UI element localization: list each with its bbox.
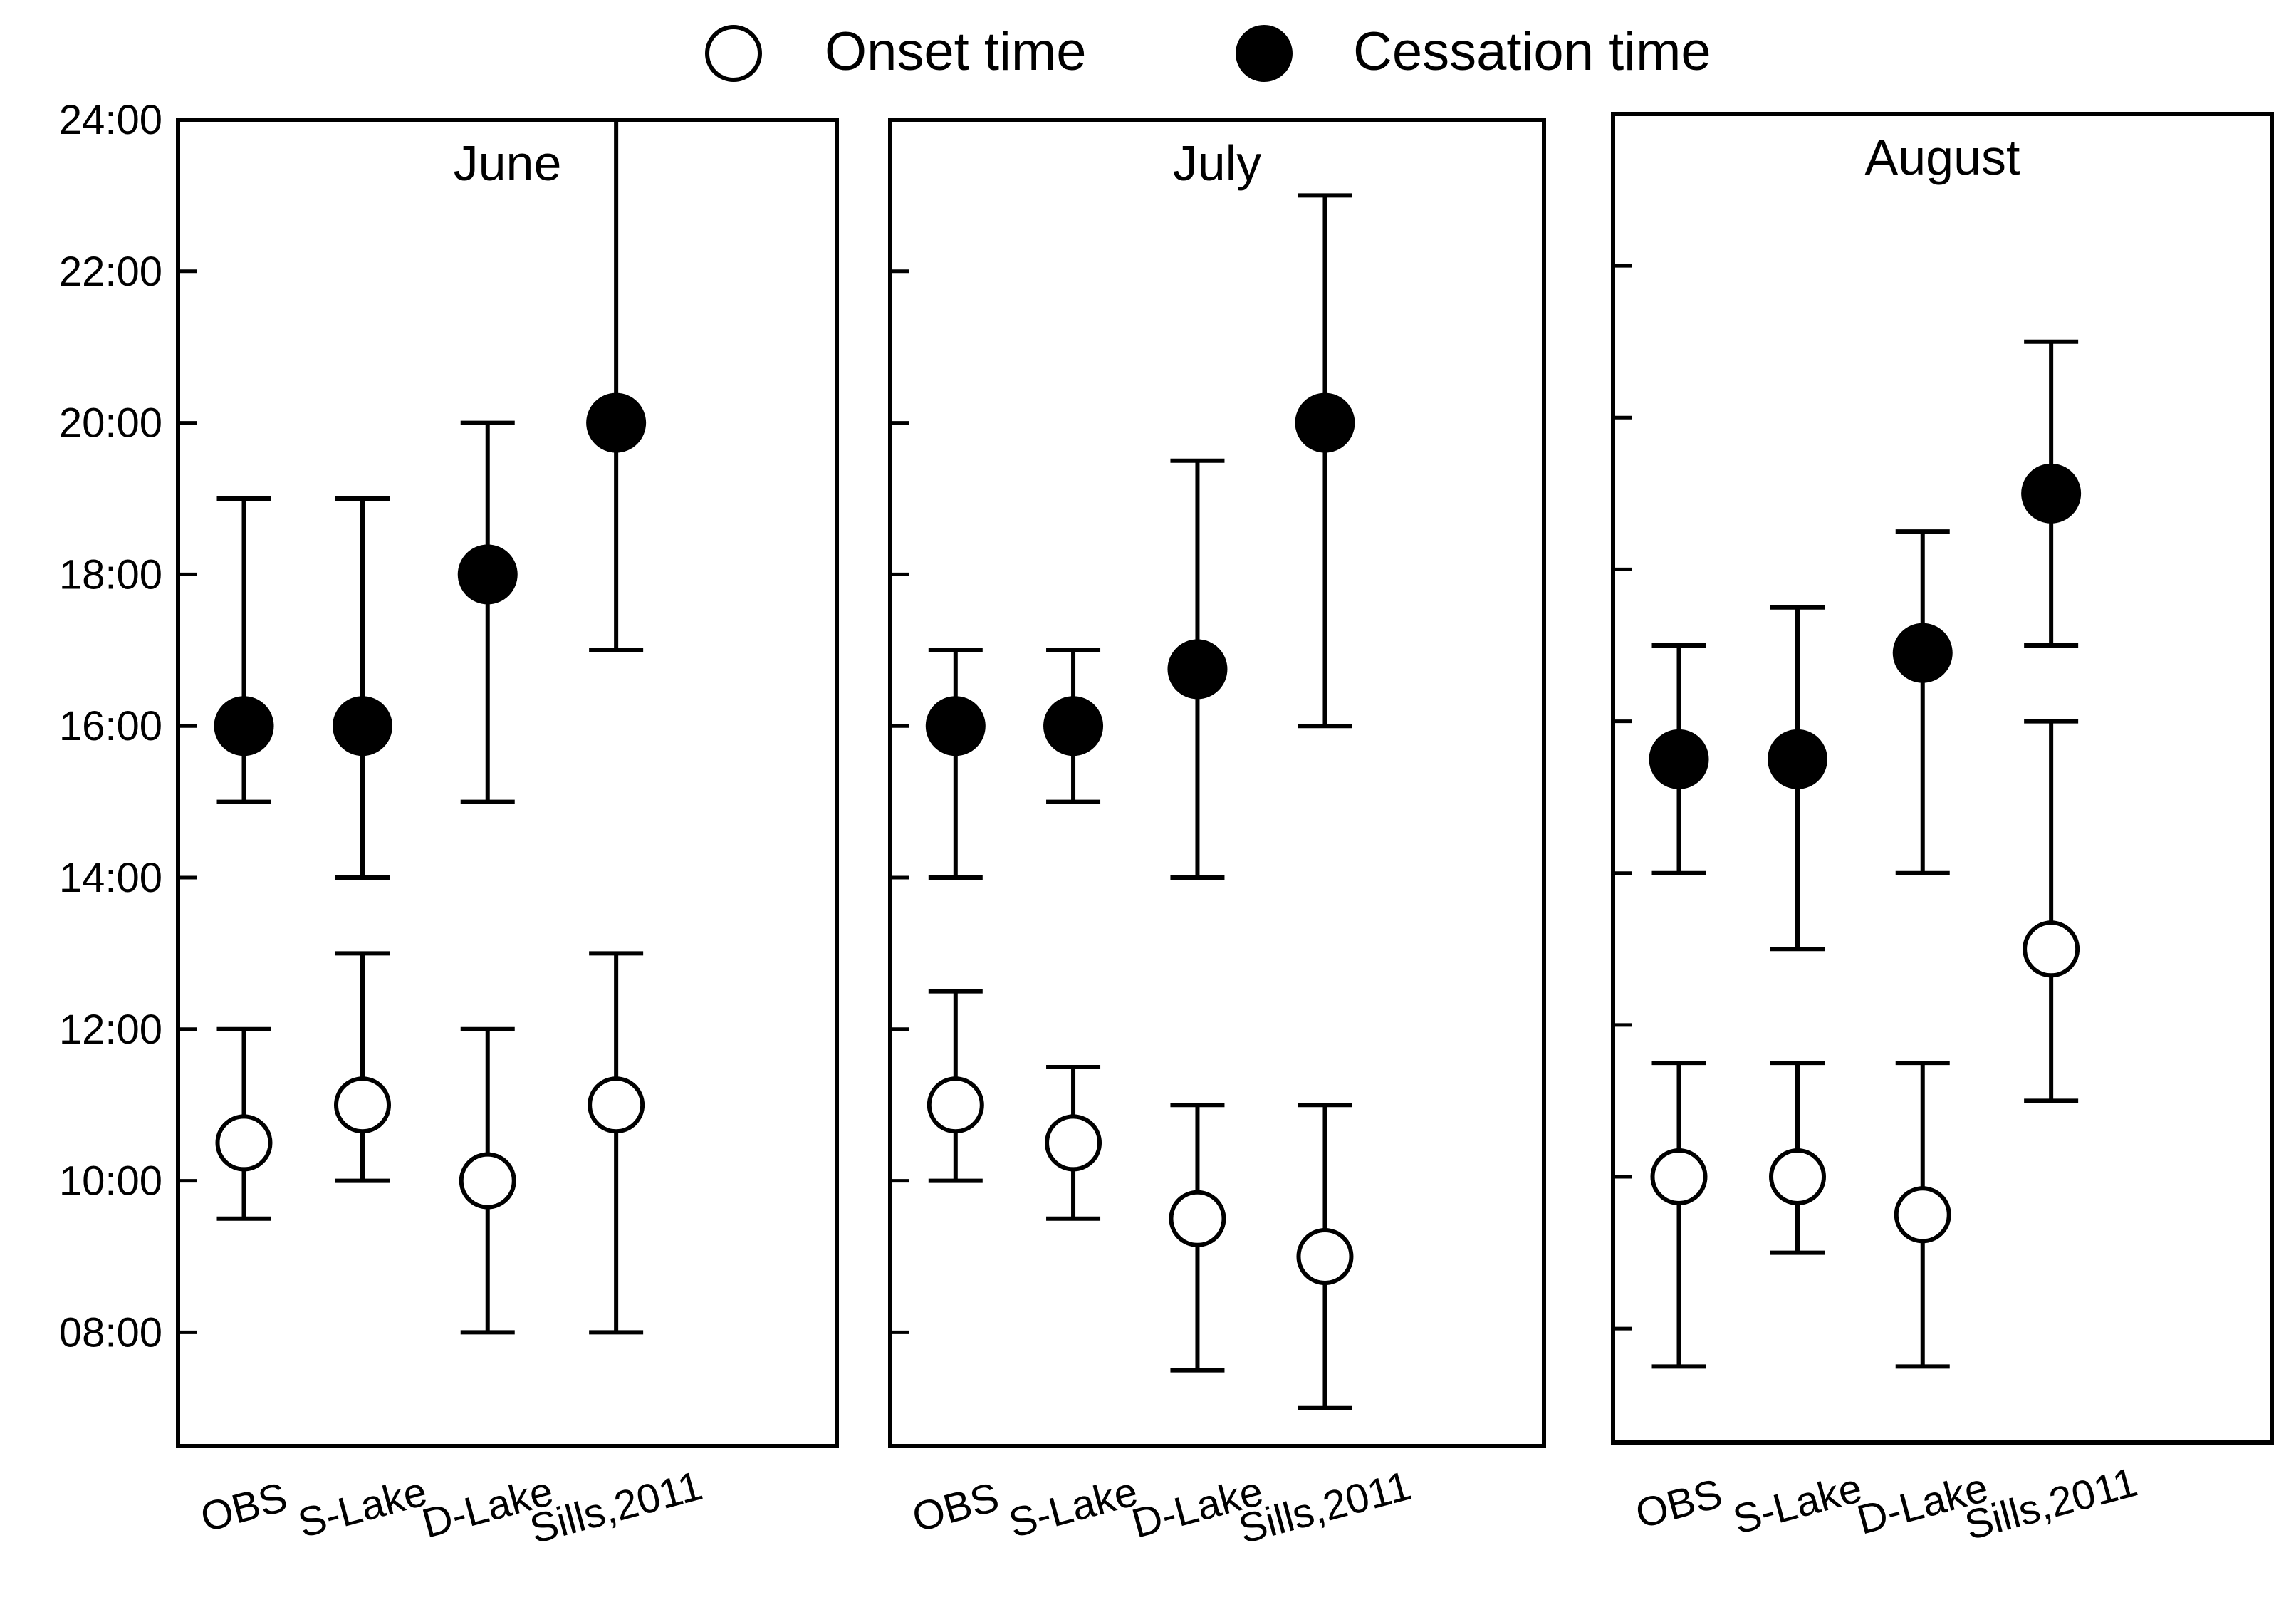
- category-label: OBS: [907, 1474, 1003, 1541]
- onset-point-group: [334, 951, 391, 1183]
- cessation-point: [1295, 392, 1355, 453]
- cessation-point-group: [333, 496, 392, 880]
- panels: June 08:00 10:00 12:00 14:00 16:00 18:00 20:00 2…: [59, 97, 2274, 1553]
- panel-june: June 08:00 10:00 12:00 14:00 16:00 18:00 20:00 2…: [59, 97, 839, 1553]
- category-label: S-Lake: [1004, 1468, 1142, 1546]
- onset-point: [215, 1114, 273, 1172]
- panel-frame: [888, 118, 1546, 1448]
- cessation-point-group: [2021, 339, 2082, 648]
- y-tick-label: 18:00: [59, 551, 162, 598]
- cessation-point-group: [214, 496, 274, 804]
- onset-point-group: [2023, 719, 2080, 1103]
- y-tick-label: 14:00: [59, 855, 162, 901]
- onset-point-group: [1894, 1061, 1951, 1369]
- legend-onset-label: Onset time: [825, 21, 1086, 82]
- onset-point-group: [588, 951, 645, 1335]
- onset-point: [459, 1152, 516, 1210]
- cessation-point-group: [1167, 458, 1228, 880]
- cessation-point-group: [925, 648, 986, 880]
- onset-point: [588, 1076, 645, 1134]
- onset-point-group: [927, 989, 984, 1183]
- cessation-point: [1892, 623, 1953, 683]
- category-label: OBS: [1631, 1470, 1727, 1537]
- onset-point-group: [1769, 1061, 1826, 1255]
- onset-point-group: [1169, 1103, 1226, 1373]
- cessation-point: [2021, 463, 2082, 524]
- panel-frame: [1611, 112, 2274, 1445]
- y-tick-label: 24:00: [59, 97, 162, 143]
- cessation-point: [214, 696, 274, 756]
- onset-point: [1169, 1190, 1226, 1247]
- legend-onset-marker: [705, 25, 762, 82]
- y-tick-label: 20:00: [59, 400, 162, 447]
- onset-point: [1045, 1114, 1102, 1172]
- panel-frame: [176, 118, 839, 1448]
- onset-point: [1894, 1186, 1951, 1244]
- cessation-point: [1043, 696, 1104, 756]
- onset-point: [1296, 1228, 1354, 1285]
- cessation-point: [925, 696, 986, 756]
- cessation-point: [457, 544, 518, 605]
- cessation-point-group: [1892, 529, 1953, 875]
- cessation-point-group: [1043, 648, 1104, 804]
- cessation-point: [1768, 729, 1827, 789]
- y-tick-label: 12:00: [59, 1007, 162, 1053]
- onset-point-group: [1296, 1103, 1354, 1410]
- cessation-point-group: [1649, 643, 1709, 875]
- cessation-point: [333, 696, 392, 756]
- legend: Onset time Cessation time: [705, 21, 1711, 82]
- panel-title: August: [1865, 130, 2020, 185]
- category-label: OBS: [196, 1474, 292, 1541]
- category-label: S-Lake: [293, 1468, 432, 1546]
- y-tick-label: 10:00: [59, 1158, 162, 1205]
- onset-point-group: [1045, 1065, 1102, 1221]
- cessation-point: [1649, 729, 1709, 789]
- cessation-point: [586, 392, 647, 453]
- onset-point: [2023, 920, 2080, 978]
- onset-point: [927, 1076, 984, 1134]
- legend-cessation-label: Cessation time: [1353, 21, 1711, 82]
- cessation-point-group: [457, 420, 518, 804]
- y-tick-label: 22:00: [59, 249, 162, 295]
- y-tick-label: 08:00: [59, 1309, 162, 1356]
- category-label: Sills,2011: [1234, 1462, 1416, 1553]
- cessation-point-group: [1768, 605, 1827, 952]
- category-label: Sills,2011: [1960, 1459, 2142, 1549]
- onset-point-group: [459, 1026, 516, 1335]
- cessation-point-group: [586, 118, 647, 652]
- onset-point: [334, 1076, 391, 1134]
- cessation-point: [1167, 639, 1228, 700]
- onset-point-group: [215, 1026, 273, 1221]
- onset-point: [1650, 1148, 1708, 1205]
- onset-point-group: [1650, 1061, 1708, 1369]
- panel-title: July: [1173, 135, 1261, 191]
- cessation-point-group: [1295, 193, 1355, 729]
- category-label: S-Lake: [1728, 1465, 1867, 1543]
- legend-cessation-marker: [1236, 25, 1293, 82]
- category-label: Sills,2011: [525, 1462, 707, 1553]
- onset-point: [1769, 1148, 1826, 1205]
- y-tick-label: 16:00: [59, 703, 162, 749]
- panel-title: June: [454, 135, 562, 191]
